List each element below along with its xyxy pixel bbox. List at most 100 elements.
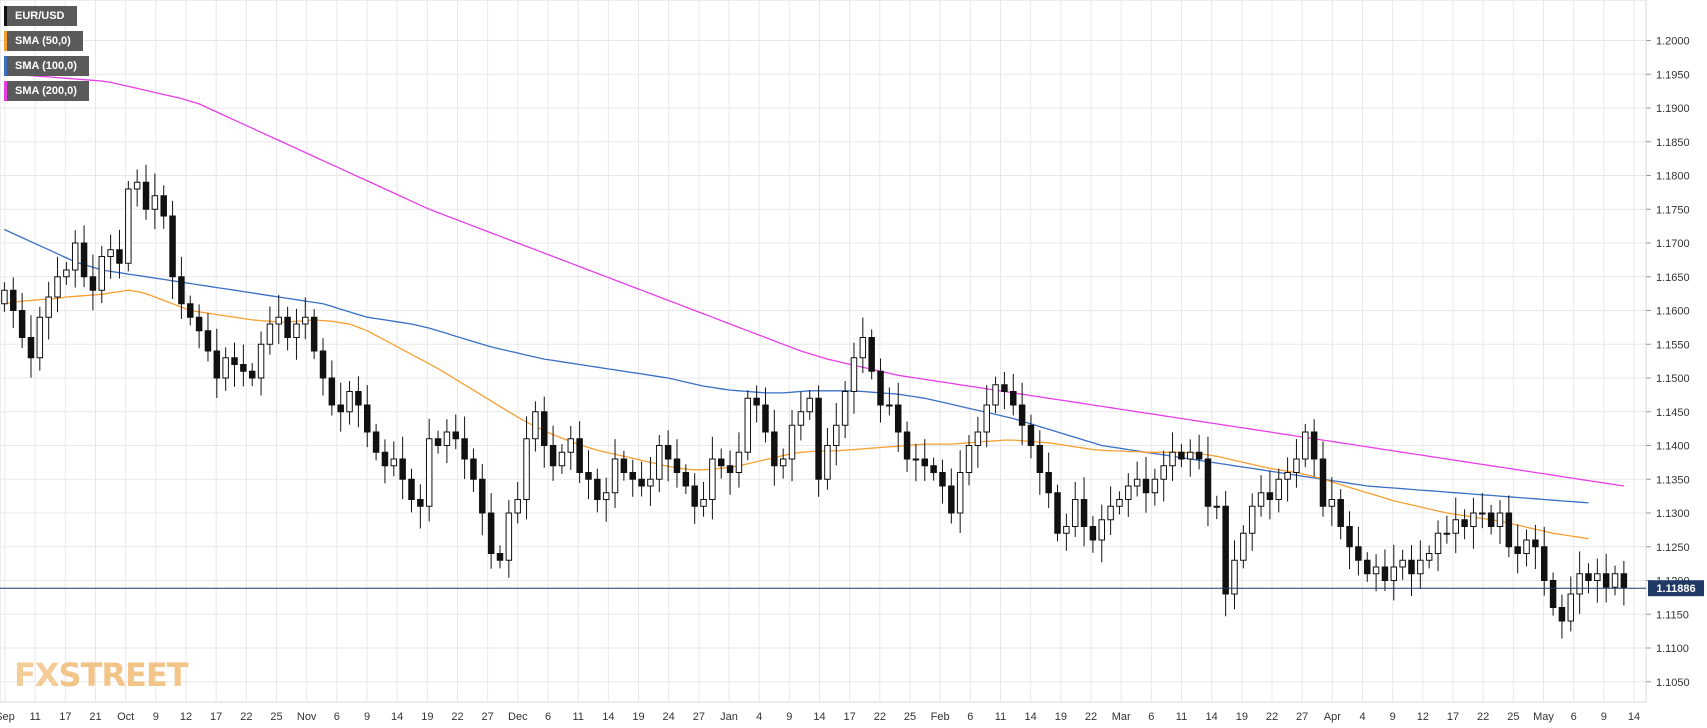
candle [479, 464, 486, 536]
candle-body [886, 404, 893, 407]
x-tick-label: 14 [602, 711, 614, 723]
x-tick-label: 6 [967, 711, 973, 723]
x-tick-label: 19 [1236, 711, 1248, 723]
y-tick-label: 1.2000 [1656, 36, 1690, 48]
candle-body [1461, 519, 1468, 527]
candle-body [549, 445, 557, 467]
candle-body [355, 391, 362, 406]
candle-body [1532, 539, 1539, 548]
candle-body [948, 485, 955, 514]
candle-body [1381, 566, 1389, 581]
x-tick-label: 12 [180, 711, 192, 723]
candle-body [328, 377, 336, 406]
candle [1089, 516, 1097, 553]
candle-body [1611, 573, 1619, 588]
candle [1054, 484, 1061, 542]
candle [461, 416, 468, 479]
candle-body [1470, 512, 1477, 527]
x-tick-label: 17 [210, 711, 222, 723]
candle [1611, 565, 1619, 596]
legend-swatch [4, 6, 7, 26]
candle [815, 385, 822, 497]
candle [1284, 457, 1291, 502]
candle [1010, 373, 1017, 416]
candle [894, 382, 902, 452]
candle-body [1071, 499, 1079, 527]
candle [364, 385, 371, 448]
x-tick-label: 9 [1390, 711, 1396, 723]
candle [1461, 509, 1468, 540]
candle-body [434, 438, 442, 446]
candle [505, 500, 513, 578]
candle-body [815, 397, 822, 480]
x-tick-label: 22 [240, 711, 252, 723]
candle [1487, 504, 1495, 535]
y-tick-label: 1.1550 [1656, 339, 1690, 351]
candle-body [629, 472, 636, 480]
candle-body [1355, 546, 1362, 561]
candle-body [602, 492, 610, 500]
candle-body [470, 458, 477, 480]
candle-body [514, 499, 521, 514]
x-tick-label: 9 [1601, 711, 1607, 723]
candle [1222, 491, 1229, 617]
legend-item-sma200[interactable]: SMA (200,0) [4, 81, 89, 101]
candle [1310, 419, 1318, 477]
candle [10, 277, 17, 329]
x-tick-label: 17 [844, 711, 856, 723]
candle-body [417, 499, 424, 507]
candle-body [275, 316, 283, 325]
candle [788, 410, 796, 482]
candle-body [1310, 431, 1318, 460]
candle-body [709, 458, 716, 500]
candle-body [487, 512, 495, 554]
candle-body [611, 458, 619, 494]
candle [1045, 452, 1052, 508]
candle [133, 169, 141, 207]
candle-body [1523, 539, 1530, 554]
candle [1, 282, 8, 312]
legend-label: SMA (50,0) [7, 31, 83, 51]
candle-body [18, 310, 26, 338]
x-axis-labels: Sep 11 17 21 Oct 9 12 17 22 25 Nov 6 9 14 19 22 27 Dec 6 11… [0, 711, 1640, 723]
x-tick-label: Mar [1112, 711, 1131, 723]
candle-body [1602, 573, 1610, 588]
candle [1540, 526, 1548, 596]
candle [1178, 444, 1185, 468]
candle-body [1540, 546, 1548, 581]
x-tick-label: 17 [1447, 711, 1459, 723]
legend-swatch [4, 31, 7, 51]
x-tick-label: 12 [1417, 711, 1429, 723]
candle [399, 436, 406, 500]
candle [337, 382, 344, 432]
legend-item-sma50[interactable]: SMA (50,0) [4, 31, 89, 51]
candle [1514, 524, 1521, 574]
candle [169, 200, 176, 300]
x-tick-label: 19 [632, 711, 644, 723]
candle-body [1293, 458, 1300, 473]
x-tick-label: Feb [931, 711, 950, 723]
candle [868, 329, 875, 380]
legend-item-sma100[interactable]: SMA (100,0) [4, 56, 89, 76]
candle-body [682, 472, 690, 487]
candle [240, 344, 247, 387]
logo-fx: FX [14, 656, 60, 694]
candle [1036, 430, 1044, 495]
candle-body [735, 451, 743, 473]
grid [0, 0, 1646, 702]
y-tick-label: 1.1650 [1656, 272, 1690, 284]
x-tick-label: 4 [756, 711, 762, 723]
candle-body [673, 458, 681, 473]
candle-body [744, 397, 752, 453]
candle-body [36, 316, 44, 359]
candle [222, 347, 229, 391]
legend-item-eurusd[interactable]: EUR/USD [4, 6, 89, 26]
candle [1027, 414, 1035, 459]
candle [204, 313, 212, 362]
candle [443, 419, 451, 464]
candle-body [930, 465, 937, 473]
candle-body [638, 478, 645, 487]
candle-body [1558, 607, 1566, 622]
candle [779, 448, 787, 479]
